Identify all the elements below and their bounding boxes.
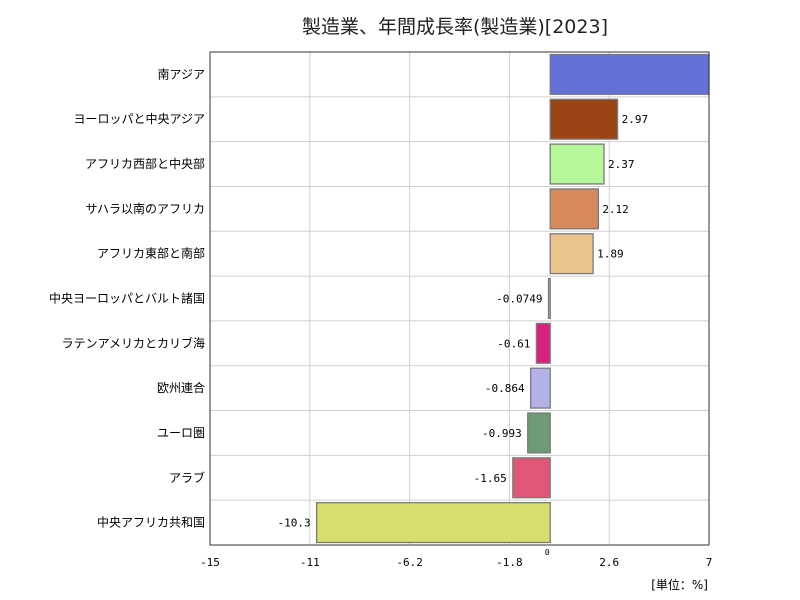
bar bbox=[529, 367, 551, 409]
data-label: 1.89 bbox=[597, 248, 624, 261]
data-label: -0.61 bbox=[497, 337, 530, 350]
unit-label: [単位：%] bbox=[651, 577, 708, 592]
category-label: ユーロ圏 bbox=[157, 426, 205, 440]
bar bbox=[535, 322, 551, 364]
bar bbox=[549, 53, 710, 95]
category-label: 欧州連合 bbox=[157, 380, 205, 395]
category-label: 中央アフリカ共和国 bbox=[97, 515, 205, 530]
plot-area bbox=[210, 52, 709, 545]
bar bbox=[527, 412, 551, 454]
data-label: -0.864 bbox=[485, 382, 525, 395]
bar bbox=[549, 143, 605, 185]
category-label: アフリカ東部と南部 bbox=[97, 246, 205, 261]
category-label: アラブ bbox=[169, 470, 205, 485]
data-label: -0.0749 bbox=[496, 293, 542, 306]
x-tick-label: -6.2 bbox=[396, 556, 423, 569]
bar bbox=[512, 457, 551, 499]
data-label: 2.97 bbox=[622, 113, 649, 126]
bar bbox=[549, 233, 594, 275]
category-label: 中央ヨーロッパとバルト諸国 bbox=[49, 291, 205, 306]
data-label: -1.65 bbox=[474, 472, 507, 485]
bars bbox=[315, 53, 710, 544]
x-tick-label: -11 bbox=[300, 556, 320, 569]
bar bbox=[547, 277, 551, 320]
category-label: ヨーロッパと中央アジア bbox=[73, 111, 205, 126]
chart-title: 製造業、年間成長率(製造業)[2023] bbox=[302, 16, 608, 38]
category-label: ラテンアメリカとカリブ海 bbox=[62, 335, 205, 350]
gridlines bbox=[209, 52, 710, 545]
category-label: サハラ以南のアフリカ bbox=[85, 201, 205, 216]
bar bbox=[315, 502, 551, 544]
data-label: 2.12 bbox=[602, 203, 629, 216]
x-tick-label: -1.8 bbox=[496, 556, 523, 569]
x-tick-label: 2.6 bbox=[599, 556, 619, 569]
x-tick-label: 7 bbox=[706, 556, 713, 569]
bar bbox=[549, 98, 619, 140]
zero-tick-label: 0 bbox=[545, 548, 550, 557]
plot-frame bbox=[209, 51, 710, 546]
category-label: アフリカ西部と中央部 bbox=[85, 156, 205, 171]
category-label: 南アジア bbox=[157, 66, 205, 81]
data-label: -10.3 bbox=[277, 517, 310, 530]
data-label: 2.37 bbox=[608, 158, 635, 171]
data-label: -0.993 bbox=[482, 427, 522, 440]
bar bbox=[549, 188, 599, 230]
x-tick-label: -15 bbox=[200, 556, 220, 569]
